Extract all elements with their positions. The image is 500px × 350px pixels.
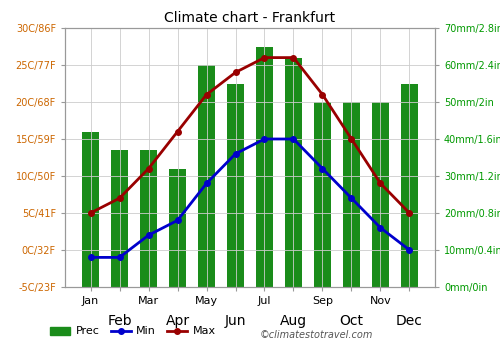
Bar <box>372 102 389 287</box>
Bar <box>82 132 99 287</box>
Title: Climate chart - Frankfurt: Climate chart - Frankfurt <box>164 12 336 26</box>
Bar <box>343 102 360 287</box>
Bar <box>285 58 302 287</box>
Legend: Prec, Min, Max: Prec, Min, Max <box>46 322 220 341</box>
Bar <box>227 84 244 287</box>
Bar <box>198 65 215 287</box>
Text: ©climatestotravel.com: ©climatestotravel.com <box>260 329 374 340</box>
Bar <box>111 150 128 287</box>
Bar <box>169 169 186 287</box>
Bar <box>401 84 418 287</box>
Bar <box>256 47 273 287</box>
Bar <box>140 150 157 287</box>
Bar <box>314 102 331 287</box>
